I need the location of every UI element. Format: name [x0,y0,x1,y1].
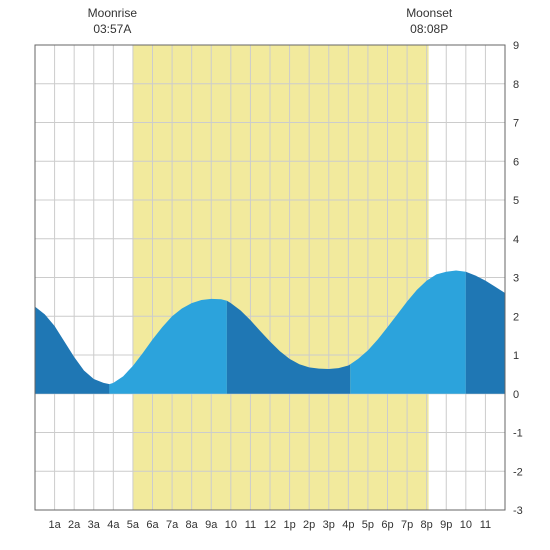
svg-text:0: 0 [513,389,519,401]
svg-text:6p: 6p [381,519,393,531]
svg-text:-1: -1 [513,428,523,440]
tide-chart: Moonrise 03:57A Moonset 08:08P -3-2-1012… [0,0,550,550]
svg-text:7a: 7a [166,519,179,531]
svg-text:5: 5 [513,195,519,207]
svg-text:11: 11 [480,519,491,531]
svg-text:1p: 1p [283,519,295,531]
svg-text:2a: 2a [68,519,81,531]
svg-text:10: 10 [225,519,237,531]
svg-text:4: 4 [513,234,519,246]
svg-text:5a: 5a [127,519,140,531]
svg-text:2: 2 [513,311,519,323]
svg-text:9p: 9p [440,519,452,531]
svg-text:11: 11 [245,519,256,531]
svg-text:3: 3 [513,273,519,285]
svg-text:6: 6 [513,156,519,168]
svg-text:9a: 9a [205,519,218,531]
moonset-label: Moonset [399,6,459,22]
svg-text:-3: -3 [513,505,523,517]
svg-text:-2: -2 [513,466,523,478]
chart-svg: -3-2-101234567891a2a3a4a5a6a7a8a9a101112… [0,0,550,550]
moonrise-time: 03:57A [82,22,142,38]
svg-text:3a: 3a [88,519,101,531]
svg-text:4p: 4p [342,519,354,531]
svg-text:7p: 7p [401,519,413,531]
svg-text:7: 7 [513,118,519,130]
moonrise-label: Moonrise [82,6,142,22]
svg-text:2p: 2p [303,519,315,531]
svg-text:1: 1 [513,350,519,362]
svg-text:12: 12 [264,519,276,531]
moonset-annotation: Moonset 08:08P [399,6,459,37]
svg-text:9: 9 [513,40,519,52]
moonrise-annotation: Moonrise 03:57A [82,6,142,37]
moonset-time: 08:08P [399,22,459,38]
svg-text:8a: 8a [186,519,199,531]
svg-text:8p: 8p [421,519,433,531]
svg-text:5p: 5p [362,519,374,531]
svg-text:8: 8 [513,79,519,91]
svg-text:6a: 6a [146,519,159,531]
svg-text:10: 10 [460,519,472,531]
svg-text:4a: 4a [107,519,120,531]
svg-text:3p: 3p [323,519,335,531]
svg-text:1a: 1a [48,519,61,531]
